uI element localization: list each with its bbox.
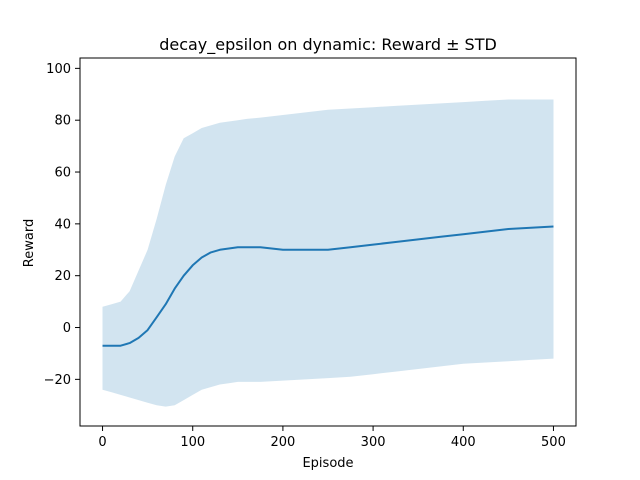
std-band bbox=[102, 99, 554, 407]
x-tick-label: 0 bbox=[98, 435, 106, 450]
plot-area bbox=[102, 99, 554, 407]
x-axis-ticks: 0 100 200 300 400 500 bbox=[98, 426, 566, 450]
x-tick-label: 100 bbox=[180, 435, 205, 450]
y-tick-label: 40 bbox=[54, 217, 71, 232]
plot-frame bbox=[79, 57, 577, 427]
y-tick-label: −20 bbox=[44, 373, 71, 388]
x-tick-label: 200 bbox=[270, 435, 295, 450]
x-axis-label: Episode bbox=[302, 456, 353, 471]
y-tick-label: 0 bbox=[63, 321, 71, 336]
y-tick-label: 100 bbox=[46, 62, 71, 77]
y-axis-label: Reward bbox=[22, 219, 37, 267]
x-tick-label: 400 bbox=[451, 435, 476, 450]
y-tick-label: 20 bbox=[54, 269, 71, 284]
mean-reward-line bbox=[102, 225, 554, 347]
y-tick-label: 80 bbox=[54, 114, 71, 129]
x-tick-label: 300 bbox=[361, 435, 386, 450]
x-tick-label: 500 bbox=[541, 435, 566, 450]
y-axis-ticks: −20 0 20 40 60 80 100 bbox=[44, 62, 80, 388]
y-tick-label: 60 bbox=[54, 166, 71, 181]
chart-title: decay_epsilon on dynamic: Reward ± STD bbox=[159, 35, 497, 55]
